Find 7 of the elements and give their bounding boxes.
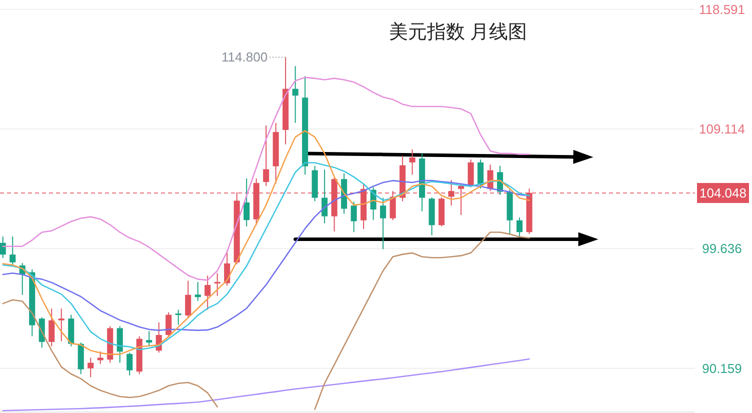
ref-line-label: 104.048 [700,185,746,200]
y-tick-label: 99.636 [702,241,742,256]
annotation: 114.800 [222,50,268,65]
y-tick-label: 118.591 [698,2,746,17]
y-tick-label: 109.114 [698,122,746,137]
text: 美元指数 月线图 [388,21,528,43]
y-tick-label: 90.159 [702,360,742,376]
